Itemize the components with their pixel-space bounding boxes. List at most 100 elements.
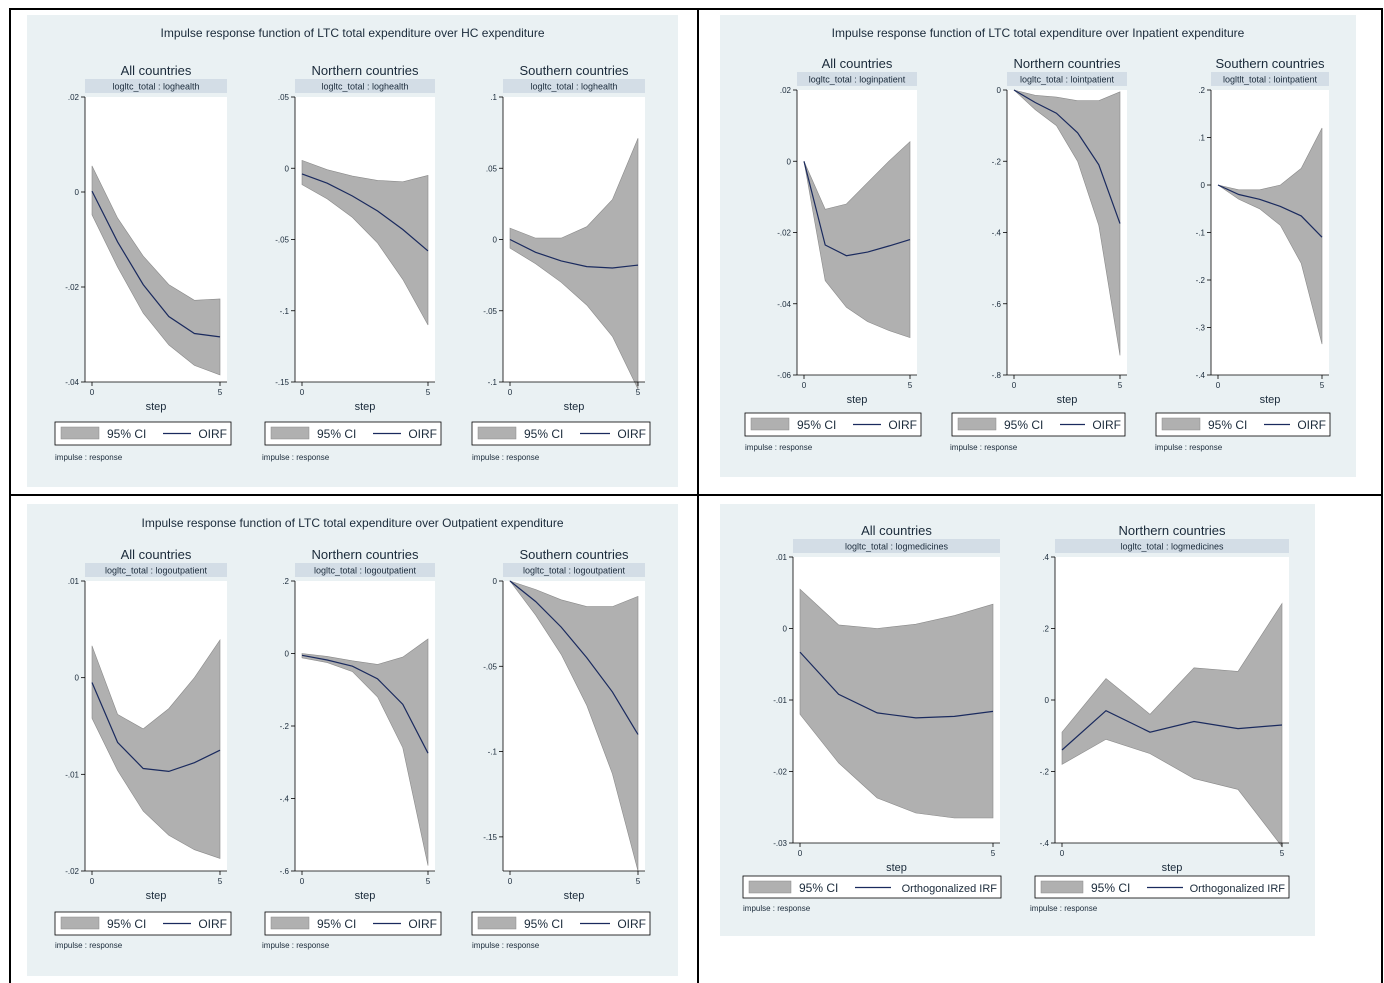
legend-ci-swatch-2-1 (270, 916, 310, 930)
ci-band-0-1 (301, 159, 429, 326)
ci-band-3-0 (799, 588, 994, 819)
panel-header-1-1: Northern countries (1014, 56, 1121, 71)
panel-header-3-0: All countries (861, 523, 932, 538)
x-axis-label-1-2: step (1260, 394, 1281, 406)
panel-strip-label-3-1: logltc_total : logmedicines (1120, 542, 1224, 552)
panel-header-0-1: Northern countries (312, 63, 419, 78)
legend-ci-swatch-3-1 (1040, 880, 1084, 894)
legend-ci-swatch-0-0 (60, 426, 100, 440)
y-tick-label-2-1-3: -.4 (280, 795, 290, 804)
note-0-0: impulse : response (55, 453, 123, 462)
y-tick-label-0-2-0: .1 (490, 93, 497, 102)
legend-ci-label-2-2: 95% CI (524, 917, 563, 931)
note-3-0: impulse : response (743, 904, 811, 913)
legend-ci-label-1-1: 95% CI (1004, 418, 1043, 432)
panel-strip-label-1-0: logltc_total : loginpatient (809, 75, 906, 85)
x-axis-label-0-0: step (146, 401, 167, 413)
panel-strip-label-2-0: logltc_total : logoutpatient (105, 566, 208, 576)
irf-line-1-2 (1217, 184, 1323, 238)
y-tick-label-0-1-1: 0 (285, 164, 290, 173)
y-tick-label-3-1-1: .2 (1042, 625, 1049, 634)
y-tick-label-2-1-2: -.2 (280, 722, 290, 731)
panel-strip-0-2 (503, 79, 645, 93)
irf-line-2-1 (301, 654, 429, 754)
note-2-2: impulse : response (472, 941, 540, 950)
ci-band-1-2 (1217, 127, 1323, 345)
x-axis-label-2-2: step (564, 890, 585, 902)
y-tick-label-2-2-1: -.05 (483, 662, 497, 671)
x-axis-label-0-2: step (564, 401, 585, 413)
y-tick-label-0-0-0: .02 (68, 93, 80, 102)
y-tick-label-1-2-0: .2 (1198, 86, 1205, 95)
grid-border-middle-horizontal (9, 494, 1383, 496)
legend-irf-label-3-1: Orthogonalized IRF (1190, 883, 1286, 895)
legend-box-0-2 (471, 421, 651, 446)
y-tick-label-1-0-0: .02 (780, 86, 792, 95)
x-tick-label-2-1-0: 0 (300, 877, 305, 886)
panel-strip-2-2 (503, 563, 645, 577)
legend-irf-label-2-2: OIRF (617, 917, 646, 931)
legend-irf-label-0-2: OIRF (617, 427, 646, 441)
y-tick-label-0-1-3: -.1 (280, 307, 290, 316)
legend-ci-label-2-1: 95% CI (317, 917, 356, 931)
legend-ci-swatch-3-0 (748, 880, 792, 894)
x-axis-label-2-0: step (146, 890, 167, 902)
x-tick-label-2-0-1: 5 (218, 877, 223, 886)
legend-ci-swatch-1-2 (1161, 417, 1201, 431)
panel-header-2-2: Southern countries (519, 547, 629, 562)
legend-ci-label-2-0: 95% CI (107, 917, 146, 931)
panel-header-1-2: Southern countries (1215, 56, 1325, 71)
y-tick-label-2-1-1: 0 (285, 650, 290, 659)
panel-strip-label-3-0: logltc_total : logmedicines (845, 542, 949, 552)
note-0-1: impulse : response (262, 453, 330, 462)
x-tick-label-0-2-0: 0 (508, 388, 513, 397)
x-tick-label-0-0-0: 0 (90, 388, 95, 397)
x-axis-label-3-1: step (1162, 862, 1183, 874)
y-tick-label-0-0-3: -.04 (65, 378, 79, 387)
figure-outpatient-title: Impulse response function of LTC total e… (141, 516, 564, 530)
y-tick-label-1-2-4: -.2 (1196, 276, 1206, 285)
legend-ci-label-1-2: 95% CI (1208, 418, 1247, 432)
x-tick-label-3-0-1: 5 (991, 849, 996, 858)
y-tick-label-1-2-6: -.4 (1196, 371, 1206, 380)
x-tick-label-0-1-0: 0 (300, 388, 305, 397)
panel-strip-label-0-2: logltc_total : loghealth (530, 82, 617, 92)
panel-header-2-0: All countries (121, 547, 192, 562)
y-tick-label-1-1-2: -.4 (992, 229, 1002, 238)
x-tick-label-1-2-1: 5 (1320, 381, 1325, 390)
panel-header-3-1: Northern countries (1119, 523, 1226, 538)
note-1-2: impulse : response (1155, 443, 1223, 452)
y-tick-label-0-1-0: .05 (278, 93, 290, 102)
x-tick-label-2-1-1: 5 (426, 877, 431, 886)
x-tick-label-2-2-1: 5 (636, 877, 641, 886)
x-tick-label-0-1-1: 5 (426, 388, 431, 397)
legend-irf-label-2-0: OIRF (198, 917, 227, 931)
y-tick-label-1-2-3: -.1 (1196, 229, 1206, 238)
y-tick-label-3-0-3: -.02 (773, 768, 787, 777)
y-tick-label-1-2-5: -.3 (1196, 324, 1206, 333)
irf-line-1-1 (1013, 89, 1121, 224)
y-tick-label-2-2-0: 0 (493, 577, 498, 586)
panel-strip-0-1 (295, 79, 435, 93)
ci-band-2-0 (91, 639, 221, 859)
y-tick-label-1-1-0: 0 (997, 86, 1002, 95)
legend-irf-label-2-1: OIRF (408, 917, 437, 931)
x-tick-label-3-1-0: 0 (1060, 849, 1065, 858)
y-tick-label-0-2-2: 0 (493, 236, 498, 245)
y-tick-label-1-2-2: 0 (1201, 181, 1206, 190)
panel-header-0-0: All countries (121, 63, 192, 78)
y-tick-label-3-0-0: .01 (776, 553, 788, 562)
x-tick-label-1-2-0: 0 (1216, 381, 1221, 390)
y-tick-label-2-0-1: 0 (75, 674, 80, 683)
ci-band-2-1 (301, 638, 429, 866)
note-1-0: impulse : response (745, 443, 813, 452)
note-0-2: impulse : response (472, 453, 540, 462)
legend-ci-swatch-0-1 (270, 426, 310, 440)
note-2-1: impulse : response (262, 941, 330, 950)
irf-line-1-0 (803, 161, 911, 257)
panel-strip-label-0-0: logltc_total : loghealth (112, 82, 199, 92)
legend-box-2-2 (471, 911, 651, 936)
x-tick-label-0-0-1: 5 (218, 388, 223, 397)
legend-irf-label-1-1: OIRF (1092, 418, 1121, 432)
x-axis-label-2-1: step (355, 890, 376, 902)
